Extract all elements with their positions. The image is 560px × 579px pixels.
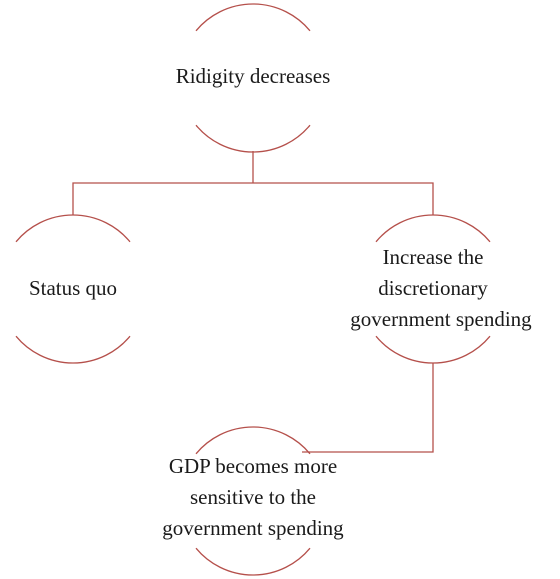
node-label: Increase the [383, 245, 484, 269]
node-label: Ridigity decreases [176, 64, 331, 88]
node-arc [195, 3, 311, 32]
node-label: discretionary [378, 276, 488, 300]
node-arc [195, 124, 311, 153]
node-label: Status quo [29, 276, 117, 300]
node-arcs [15, 3, 491, 576]
node-arc [375, 214, 491, 243]
node-arc [195, 547, 311, 576]
node: GDP becomes more sensitive to the govern… [162, 454, 344, 540]
node-label: sensitive to the [190, 485, 316, 509]
node: Ridigity decreases [176, 64, 331, 88]
node: Status quo [29, 276, 117, 300]
connector [72, 182, 434, 215]
node-arc [195, 426, 311, 455]
node-label: government spending [350, 307, 532, 331]
node-label: government spending [162, 516, 344, 540]
node-arc [15, 214, 131, 243]
node-arc [15, 335, 131, 364]
connector [302, 363, 434, 453]
node-arc [375, 335, 491, 364]
node-label: GDP becomes more [169, 454, 337, 478]
connectors [72, 151, 434, 453]
node: Increase the discretionary government sp… [350, 245, 532, 331]
